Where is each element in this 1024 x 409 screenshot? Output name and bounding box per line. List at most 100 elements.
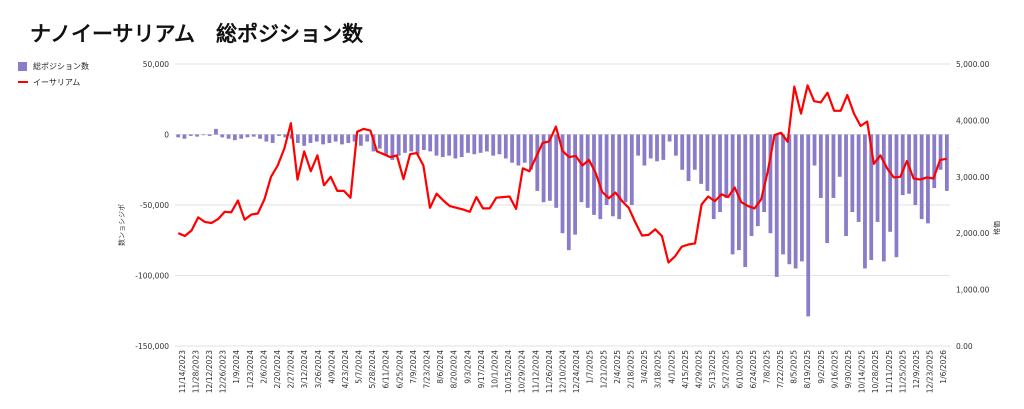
bar — [831, 134, 836, 198]
bar — [623, 134, 628, 203]
legend-item-ethereum: イーサリアム — [18, 74, 89, 90]
bar — [522, 134, 527, 163]
bar — [844, 134, 848, 237]
bar — [686, 134, 691, 182]
x-tick-label: 9/3/2024 — [463, 350, 472, 384]
bar — [604, 134, 609, 205]
bar — [440, 134, 445, 158]
bar — [340, 134, 344, 145]
bar — [333, 134, 338, 142]
bar — [302, 134, 307, 146]
bar — [396, 134, 401, 156]
bar — [264, 134, 269, 142]
bar — [585, 134, 590, 208]
legend-item-positions: 総ポジション数 — [18, 58, 89, 74]
bar — [321, 134, 325, 145]
bar — [781, 134, 785, 255]
bar — [566, 134, 571, 251]
bar — [730, 134, 735, 255]
bar — [674, 134, 678, 156]
x-tick-label: 4/1/2025 — [667, 350, 676, 384]
bar — [944, 134, 949, 191]
x-tick-label: 3/26/2024 — [314, 350, 323, 389]
bar — [648, 134, 653, 159]
bar — [642, 134, 647, 166]
bar — [881, 134, 886, 262]
bar — [919, 134, 924, 220]
bar — [497, 134, 502, 155]
x-axis: 11/14/2023 11/28/2023 12/12/2023 12/26/2023… — [178, 350, 948, 393]
bar — [245, 134, 250, 138]
x-tick-label: 1/6/2026 — [939, 350, 948, 384]
bar — [459, 134, 464, 158]
bar — [699, 134, 704, 184]
x-tick-label: 5/7/2024 — [355, 350, 364, 384]
bar — [472, 134, 477, 155]
x-tick-label: 7/23/2024 — [423, 350, 432, 389]
x-tick-label: 3/12/2024 — [300, 350, 309, 389]
bar — [800, 134, 804, 262]
bar — [377, 134, 382, 149]
bar — [428, 134, 433, 152]
x-tick-label: 2/6/2024 — [259, 350, 268, 384]
bar — [548, 134, 552, 201]
bar — [258, 134, 262, 139]
x-tick-label: 8/5/2025 — [790, 350, 799, 384]
bar — [283, 134, 288, 138]
x-tick-label: 2/20/2024 — [273, 350, 282, 389]
bar — [818, 134, 823, 198]
bar — [913, 134, 918, 205]
bar — [787, 134, 792, 265]
bar — [573, 134, 577, 235]
left-axis-title: 数ンョシジポ — [117, 204, 126, 246]
left-tick-label: -50,000 — [140, 201, 169, 210]
line-series — [177, 84, 947, 264]
x-tick-label: 12/9/2025 — [912, 350, 921, 389]
x-tick-label: 8/19/2025 — [803, 350, 812, 389]
bar — [466, 134, 470, 153]
bar — [592, 134, 596, 215]
bar — [629, 134, 634, 205]
legend-label-ethereum: イーサリアム — [33, 77, 81, 87]
bar — [415, 134, 420, 155]
x-tick-label: 10/29/2024 — [518, 350, 527, 393]
x-tick-label: 6/11/2024 — [382, 350, 391, 389]
bar — [365, 134, 370, 142]
bar — [176, 134, 181, 138]
bar — [403, 134, 407, 153]
bar — [554, 134, 559, 208]
left-tick-label: -100,000 — [135, 272, 169, 281]
bar — [201, 134, 206, 136]
bar — [541, 134, 546, 203]
x-tick-label: 2/27/2024 — [287, 350, 296, 389]
x-tick-label: 9/2/2025 — [817, 350, 826, 384]
right-tick-label: 4,000.00 — [956, 116, 990, 125]
bar — [932, 134, 937, 189]
bar — [655, 134, 659, 162]
bar — [705, 134, 710, 191]
x-tick-label: 6/10/2025 — [735, 350, 744, 389]
bar — [188, 134, 193, 136]
bar — [358, 134, 363, 146]
x-tick-label: 4/23/2024 — [341, 350, 350, 389]
bar — [239, 134, 244, 139]
bar — [226, 134, 231, 139]
left-tick-label: 0 — [164, 131, 169, 140]
right-tick-label: 1,000.00 — [956, 286, 990, 295]
x-tick-label: 2/18/2025 — [626, 350, 635, 389]
bar — [207, 134, 212, 136]
bar — [692, 134, 697, 170]
bar — [327, 134, 332, 143]
bar — [295, 134, 300, 143]
bar — [579, 134, 584, 203]
bar — [680, 134, 685, 170]
ethereum-price-line — [177, 84, 947, 264]
bar — [900, 134, 905, 196]
x-tick-label: 7/9/2024 — [409, 350, 418, 384]
bar — [863, 134, 867, 269]
bar — [617, 134, 622, 220]
bar — [421, 134, 426, 151]
x-tick-label: 11/28/2023 — [191, 350, 200, 393]
bar — [503, 134, 508, 159]
bar-series — [176, 128, 949, 317]
